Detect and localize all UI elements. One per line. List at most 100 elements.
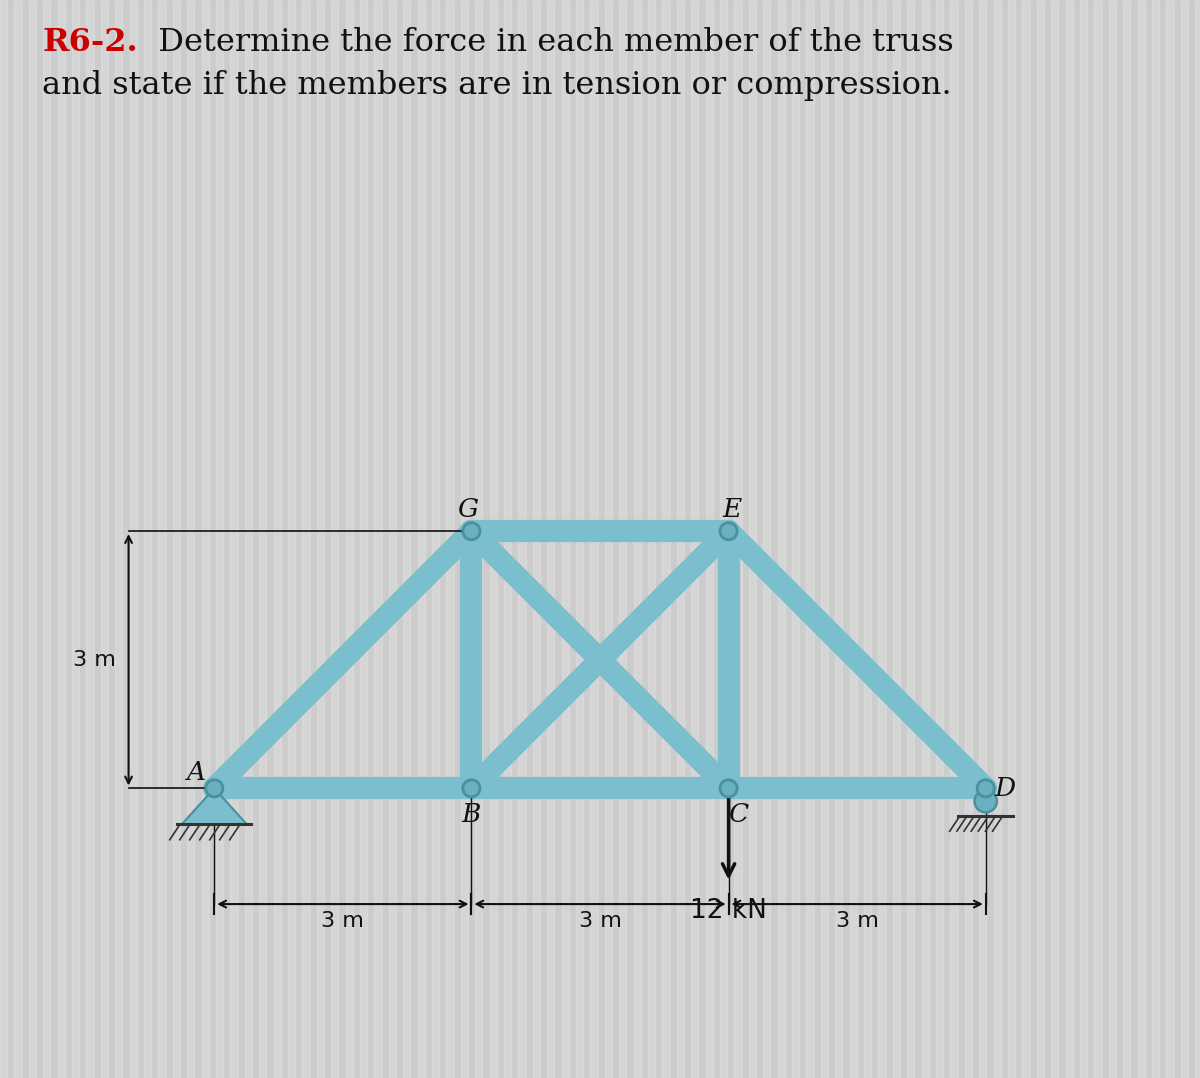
Bar <box>634 0 641 1078</box>
Bar <box>835 0 842 1078</box>
Bar <box>14 0 22 1078</box>
Bar <box>864 0 871 1078</box>
Circle shape <box>463 779 480 797</box>
Bar <box>1094 0 1102 1078</box>
Bar <box>806 0 814 1078</box>
Bar <box>1138 0 1145 1078</box>
Bar <box>590 0 598 1078</box>
Bar <box>850 0 857 1078</box>
Bar <box>821 0 828 1078</box>
Bar <box>43 0 50 1078</box>
Bar <box>1066 0 1073 1078</box>
Bar <box>115 0 122 1078</box>
Bar <box>1008 0 1015 1078</box>
Bar <box>648 0 655 1078</box>
Bar <box>504 0 511 1078</box>
Bar <box>1051 0 1058 1078</box>
Bar <box>144 0 151 1078</box>
Bar <box>576 0 583 1078</box>
Bar <box>605 0 612 1078</box>
Text: A: A <box>186 760 205 786</box>
Bar <box>202 0 209 1078</box>
Bar <box>763 0 770 1078</box>
Bar <box>245 0 252 1078</box>
Bar <box>691 0 698 1078</box>
Text: D: D <box>994 776 1015 801</box>
Text: 12 kN: 12 kN <box>690 898 767 924</box>
Bar <box>346 0 353 1078</box>
Bar <box>259 0 266 1078</box>
Bar <box>1166 0 1174 1078</box>
Bar <box>907 0 914 1078</box>
Circle shape <box>463 523 480 540</box>
Bar <box>158 0 166 1078</box>
Text: E: E <box>722 497 742 522</box>
Circle shape <box>205 779 223 797</box>
Bar <box>446 0 454 1078</box>
Bar <box>317 0 324 1078</box>
Bar <box>965 0 972 1078</box>
Bar <box>331 0 338 1078</box>
Bar <box>792 0 799 1078</box>
Bar <box>936 0 943 1078</box>
Bar <box>58 0 65 1078</box>
Bar <box>389 0 396 1078</box>
Text: 3 m: 3 m <box>578 911 622 931</box>
Bar <box>461 0 468 1078</box>
Bar <box>0 0 7 1078</box>
Bar <box>893 0 900 1078</box>
Bar <box>878 0 886 1078</box>
Text: and state if the members are in tension or compression.: and state if the members are in tension … <box>42 70 952 101</box>
Bar <box>418 0 425 1078</box>
Text: Determine the force in each member of the truss: Determine the force in each member of th… <box>138 27 954 58</box>
Bar <box>706 0 713 1078</box>
Bar <box>1195 0 1200 1078</box>
Text: 3 m: 3 m <box>73 650 115 669</box>
Bar <box>274 0 281 1078</box>
Text: 3 m: 3 m <box>322 911 365 931</box>
Bar <box>734 0 742 1078</box>
Text: B: B <box>462 802 481 827</box>
Bar <box>1022 0 1030 1078</box>
Bar <box>1080 0 1087 1078</box>
Bar <box>302 0 310 1078</box>
Bar <box>1037 0 1044 1078</box>
Bar <box>101 0 108 1078</box>
Bar <box>922 0 929 1078</box>
Bar <box>403 0 410 1078</box>
Polygon shape <box>181 788 247 825</box>
Bar <box>360 0 367 1078</box>
Bar <box>749 0 756 1078</box>
Bar <box>1181 0 1188 1078</box>
Text: R6-2.: R6-2. <box>42 27 138 58</box>
Bar <box>720 0 727 1078</box>
Bar <box>173 0 180 1078</box>
Circle shape <box>974 790 997 813</box>
Bar <box>288 0 295 1078</box>
Circle shape <box>720 779 737 797</box>
Bar <box>475 0 482 1078</box>
Bar <box>432 0 439 1078</box>
Bar <box>979 0 986 1078</box>
Bar <box>562 0 569 1078</box>
Bar <box>1152 0 1159 1078</box>
Bar <box>490 0 497 1078</box>
Bar <box>677 0 684 1078</box>
Bar <box>230 0 238 1078</box>
Bar <box>662 0 670 1078</box>
Bar <box>216 0 223 1078</box>
Circle shape <box>720 523 737 540</box>
Text: G: G <box>457 497 479 522</box>
Bar <box>187 0 194 1078</box>
Bar <box>1123 0 1130 1078</box>
Text: C: C <box>728 802 749 827</box>
Bar <box>778 0 785 1078</box>
Bar <box>994 0 1001 1078</box>
Bar <box>950 0 958 1078</box>
Bar <box>29 0 36 1078</box>
Text: 3 m: 3 m <box>835 911 878 931</box>
Bar <box>130 0 137 1078</box>
Bar <box>547 0 554 1078</box>
Bar <box>518 0 526 1078</box>
Bar <box>374 0 382 1078</box>
